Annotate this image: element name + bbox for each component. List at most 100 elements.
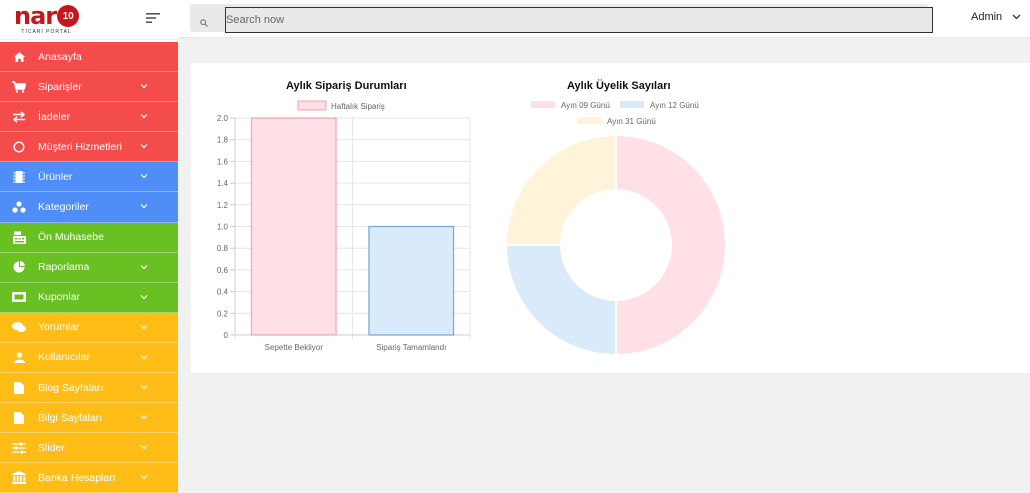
- user-name: Admin: [971, 11, 1003, 23]
- chevron-down-icon: [140, 445, 148, 450]
- legend-swatch: [531, 101, 555, 108]
- donut-slice: [615, 133, 727, 357]
- sidebar-item-label: Ürünler: [38, 170, 73, 183]
- chevron-down-icon: [140, 475, 148, 480]
- sidebar-item-ön-muhasebe[interactable]: Ön Muhasebe: [0, 222, 178, 253]
- sidebar-item-yorumlar[interactable]: Yorumlar: [0, 312, 178, 343]
- sliders-icon: [12, 441, 26, 455]
- sidebar-item-label: Banka Hesapları: [38, 471, 116, 484]
- sidebar-item-blog-sayfaları[interactable]: Blog Sayfaları: [0, 373, 178, 404]
- sidebar-item-müşteri-hizmetleri[interactable]: Müşteri Hizmetleri: [0, 132, 178, 163]
- sidebar-item-siparişler[interactable]: Siparişler: [0, 72, 178, 103]
- chevron-down-icon: [140, 204, 148, 209]
- bar: [368, 225, 455, 336]
- sidebar-item-label: Anasayfa: [38, 50, 82, 63]
- y-tick-label: 0.4: [217, 288, 229, 297]
- sidebar-item-label: İadeler: [38, 110, 71, 123]
- bar-chart-title: Aylık Sipariş Durumları: [286, 80, 407, 92]
- sidebar-item-slider[interactable]: Slider: [0, 433, 178, 464]
- cashregister-icon: [12, 230, 26, 244]
- sidebar-item-kuponlar[interactable]: Kuponlar: [0, 282, 178, 313]
- y-tick-label: 2.0: [217, 114, 229, 123]
- user-menu[interactable]: Admin: [971, 11, 1021, 23]
- legend-label: Ayın 09 Günü: [561, 101, 610, 110]
- file-icon: [12, 411, 26, 425]
- bar: [250, 117, 337, 336]
- sidebar-item-label: Kategoriler: [38, 201, 89, 214]
- sidebar-item-ürünler[interactable]: Ürünler: [0, 162, 178, 193]
- chevron-down-icon: [140, 294, 148, 300]
- search-icon: [200, 14, 208, 32]
- chevron-down-icon: [140, 264, 148, 270]
- sidebar-item-label: Siparişler: [38, 80, 82, 93]
- donut-chart-title: Aylık Üyelik Sayıları: [567, 80, 671, 92]
- topbar: Admin: [178, 0, 1030, 38]
- y-tick-label: 1.8: [217, 136, 229, 145]
- home-icon: [12, 50, 26, 64]
- search-bar: [190, 4, 933, 33]
- legend-swatch: [577, 117, 601, 124]
- y-tick-label: 1.6: [217, 157, 229, 166]
- bar-chart: Haftalık Sipariş 2.0 1.8 1.6 1.4 1.2 1.0 0.8 0.6…: [217, 100, 471, 352]
- y-tick-label: 0.8: [217, 244, 229, 253]
- sidebar-item-label: Bilgi Sayfaları: [38, 411, 103, 424]
- logo-number-badge: 10: [57, 5, 80, 27]
- sidebar-item-i̇adeler[interactable]: İadeler: [0, 102, 178, 133]
- sidebar-item-banka-hesapları[interactable]: Banka Hesapları: [0, 463, 178, 493]
- legend-label: Haftalık Sipariş: [331, 102, 385, 111]
- sidebar-item-kullanıcılar[interactable]: Kullanıcılar: [0, 342, 178, 374]
- sidebar-toggle-icon[interactable]: [146, 11, 162, 25]
- donut-slice: [504, 244, 617, 357]
- sidebar-item-label: Kuponlar: [38, 291, 81, 304]
- donut-slice: [504, 133, 617, 246]
- chip-icon: [12, 170, 26, 184]
- sidebar-item-label: Raporlama: [38, 261, 90, 274]
- sidebar-item-raporlama[interactable]: Raporlama: [0, 252, 178, 283]
- comments-icon: [12, 320, 26, 334]
- legend-label: Ayın 31 Günü: [607, 117, 656, 126]
- swap-icon: [12, 110, 26, 124]
- chevron-down-icon: [140, 385, 148, 390]
- file-icon: [12, 381, 26, 395]
- chevron-down-icon: [140, 84, 148, 89]
- sidebar-item-kategoriler[interactable]: Kategoriler: [0, 192, 178, 223]
- chevron-down-icon: [140, 415, 148, 420]
- chevron-down-icon: [140, 144, 148, 149]
- legend-swatch: [297, 100, 327, 111]
- chevron-down-icon: [1012, 14, 1021, 20]
- y-tick-label: 1.0: [217, 223, 229, 232]
- dashboard-card: Aylık Sipariş Durumları Aylık Üyelik Say…: [191, 63, 1030, 373]
- sidebar-item-label: Ön Muhasebe: [38, 231, 104, 244]
- logo-area: nar 10 TİCARİ PORTAL: [0, 0, 178, 40]
- x-tick-label: Sepette Bekliyor: [265, 343, 324, 352]
- sidebar-item-label: Blog Sayfaları: [38, 381, 104, 394]
- y-tick-label: 1.2: [217, 201, 229, 210]
- donut-chart: Ayın 09 Günü Ayın 12 Günü Ayın 31 Günü: [504, 101, 727, 357]
- logo-text: nar: [14, 2, 57, 30]
- sidebar-item-label: Yorumlar: [38, 321, 80, 334]
- user-icon: [12, 350, 26, 364]
- brand-logo[interactable]: nar 10 TİCARİ PORTAL: [14, 2, 80, 35]
- legend-label: Ayın 12 Günü: [650, 101, 699, 110]
- ticket-icon: [12, 290, 26, 304]
- piechart-icon: [12, 260, 26, 274]
- circle-icon: [12, 140, 26, 154]
- chevron-down-icon: [140, 114, 148, 119]
- y-tick-label: 0.6: [217, 266, 229, 275]
- y-tick-label: 1.4: [217, 179, 229, 188]
- sidebar: nar 10 TİCARİ PORTAL Anasayfa Siparişler İ…: [0, 0, 178, 493]
- bank-icon: [12, 471, 26, 485]
- sidebar-item-label: Müşteri Hizmetleri: [38, 140, 123, 153]
- sidebar-item-label: Slider: [38, 441, 65, 454]
- chevron-down-icon: [140, 324, 148, 330]
- logo-subtitle: TİCARİ PORTAL: [21, 29, 72, 35]
- sidebar-item-bilgi-sayfaları[interactable]: Bilgi Sayfaları: [0, 403, 178, 434]
- chevron-down-icon: [140, 174, 148, 179]
- sidebar-item-label: Kullanıcılar: [38, 351, 90, 364]
- sidebar-item-anasayfa[interactable]: Anasayfa: [0, 42, 178, 73]
- sidebar-menu: Anasayfa Siparişler İadeler Müşteri Hizmetl…: [0, 42, 178, 493]
- sitemap-icon: [12, 200, 26, 214]
- search-input[interactable]: [225, 7, 933, 33]
- legend-swatch: [620, 101, 644, 108]
- y-tick-label: 0.2: [217, 309, 229, 318]
